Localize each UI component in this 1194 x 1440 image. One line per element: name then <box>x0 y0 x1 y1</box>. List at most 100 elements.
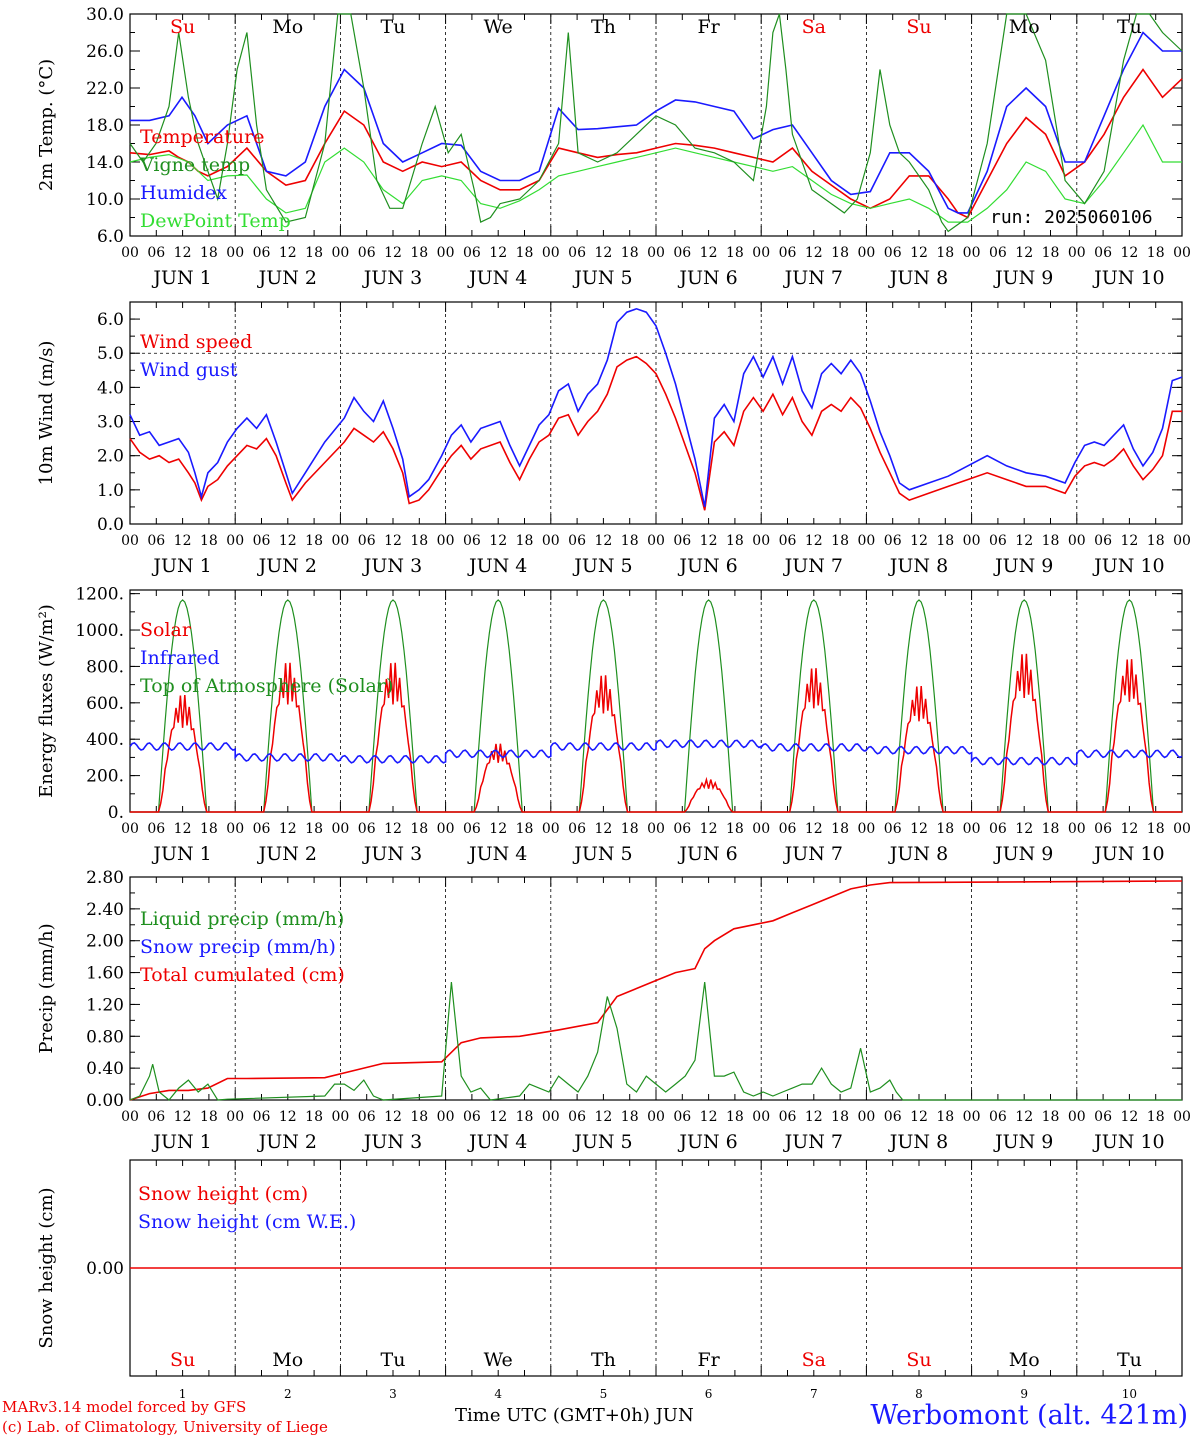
y-tick-label: 1.0 <box>97 481 124 501</box>
hour-label: 00 <box>963 245 981 261</box>
hour-label: 12 <box>805 533 823 549</box>
date-label: JUN 4 <box>467 267 527 289</box>
y-tick-label: 3.0 <box>97 413 124 433</box>
y-tick-label: 0.00 <box>86 1091 124 1111</box>
hour-label: 18 <box>305 533 323 549</box>
hour-label: 18 <box>516 533 534 549</box>
date-label: JUN 10 <box>1092 843 1164 865</box>
date-label: JUN 2 <box>257 1131 317 1153</box>
hour-label: 18 <box>1042 245 1060 261</box>
legend-wind-gust: Wind gust <box>140 359 238 381</box>
hour-label: 00 <box>857 821 875 837</box>
hour-label: 18 <box>621 1109 639 1125</box>
y-tick-label: 200. <box>86 767 124 787</box>
hour-label: 00 <box>1173 1109 1191 1125</box>
hour-label: 06 <box>253 1109 271 1125</box>
y-tick-label: 1.20 <box>86 995 124 1015</box>
day-name-bottom: Tu <box>381 1349 406 1371</box>
hour-label: 06 <box>147 245 165 261</box>
hour-label: 06 <box>989 1109 1007 1125</box>
date-label: JUN 3 <box>362 267 422 289</box>
hour-label: 12 <box>700 533 718 549</box>
hour-label: 00 <box>542 533 560 549</box>
date-label: JUN 5 <box>572 1131 632 1153</box>
date-label: JUN 1 <box>151 1131 211 1153</box>
y-tick-label: 600. <box>86 694 124 714</box>
hour-label: 06 <box>1094 245 1112 261</box>
series-humidex <box>130 31 1182 214</box>
date-label: JUN 6 <box>677 267 737 289</box>
hour-label: 06 <box>673 1109 691 1125</box>
hour-label: 00 <box>1173 821 1191 837</box>
hour-label: 06 <box>673 821 691 837</box>
hour-label: 18 <box>831 533 849 549</box>
hour-label: 18 <box>621 533 639 549</box>
hour-label: 06 <box>358 1109 376 1125</box>
hour-label: 00 <box>857 1109 875 1125</box>
date-label: JUN 1 <box>151 267 211 289</box>
date-label: JUN 2 <box>257 843 317 865</box>
hour-label: 12 <box>384 245 402 261</box>
y-tick-label: 2.40 <box>86 900 124 920</box>
date-label: JUN 4 <box>467 843 527 865</box>
date-label: JUN 10 <box>1092 267 1164 289</box>
hour-label: 06 <box>673 533 691 549</box>
hour-label: 18 <box>1147 821 1165 837</box>
hour-label: 06 <box>884 821 902 837</box>
hour-label: 18 <box>936 533 954 549</box>
hour-label: 12 <box>1120 533 1138 549</box>
series-total-cumulated-cm- <box>129 880 1183 1101</box>
day-name-bottom: Mo <box>272 1349 303 1371</box>
hour-label: 18 <box>1042 533 1060 549</box>
hour-label: 06 <box>884 245 902 261</box>
bottom-date: 8 <box>915 1387 923 1401</box>
y-tick-label: 6.0 <box>97 227 124 247</box>
hour-label: 06 <box>253 821 271 837</box>
y-tick-label: 5.0 <box>97 344 124 364</box>
hour-label: 12 <box>805 1109 823 1125</box>
hour-label: 00 <box>542 245 560 261</box>
legend-vigne-temp: Vigne temp <box>139 154 250 176</box>
hour-label: 00 <box>437 533 455 549</box>
hour-label: 00 <box>226 1109 244 1125</box>
legend-solar: Solar <box>140 619 192 641</box>
date-label: JUN 7 <box>783 267 843 289</box>
y-tick-label: 6.0 <box>97 310 124 330</box>
date-label: JUN 6 <box>677 843 737 865</box>
hour-label: 12 <box>910 533 928 549</box>
hour-label: 18 <box>410 1109 428 1125</box>
y-tick-label: 2.00 <box>86 932 124 952</box>
date-label: JUN 2 <box>257 555 317 577</box>
hour-label: 18 <box>410 533 428 549</box>
day-name-top: Fr <box>697 16 720 38</box>
hour-label: 00 <box>963 821 981 837</box>
date-label: JUN 9 <box>993 267 1053 289</box>
hour-label: 18 <box>1147 245 1165 261</box>
hour-label: 00 <box>963 1109 981 1125</box>
hour-label: 12 <box>700 821 718 837</box>
y-tick-label: 0.00 <box>86 1259 124 1279</box>
hour-label: 18 <box>1042 821 1060 837</box>
day-name-top: Sa <box>802 16 826 38</box>
hour-label: 06 <box>673 245 691 261</box>
hour-label: 06 <box>779 533 797 549</box>
y-tick-label: 1.60 <box>86 964 124 984</box>
hour-label: 18 <box>726 1109 744 1125</box>
panel-2 <box>129 301 1183 525</box>
date-label: JUN 10 <box>1092 1131 1164 1153</box>
date-label: JUN 7 <box>783 843 843 865</box>
hour-label: 12 <box>279 821 297 837</box>
bottom-date: 7 <box>810 1387 818 1401</box>
hour-label: 12 <box>489 533 507 549</box>
hour-label: 12 <box>805 821 823 837</box>
hour-label: 06 <box>147 1109 165 1125</box>
hour-label: 06 <box>779 1109 797 1125</box>
hour-label: 00 <box>1068 1109 1086 1125</box>
hour-label: 00 <box>226 533 244 549</box>
series-wind-gust <box>129 307 1183 508</box>
day-name-bottom: Th <box>591 1349 616 1371</box>
date-label: JUN 6 <box>677 555 737 577</box>
hour-label: 00 <box>647 821 665 837</box>
hour-label: 00 <box>437 821 455 837</box>
hour-label: 06 <box>358 821 376 837</box>
